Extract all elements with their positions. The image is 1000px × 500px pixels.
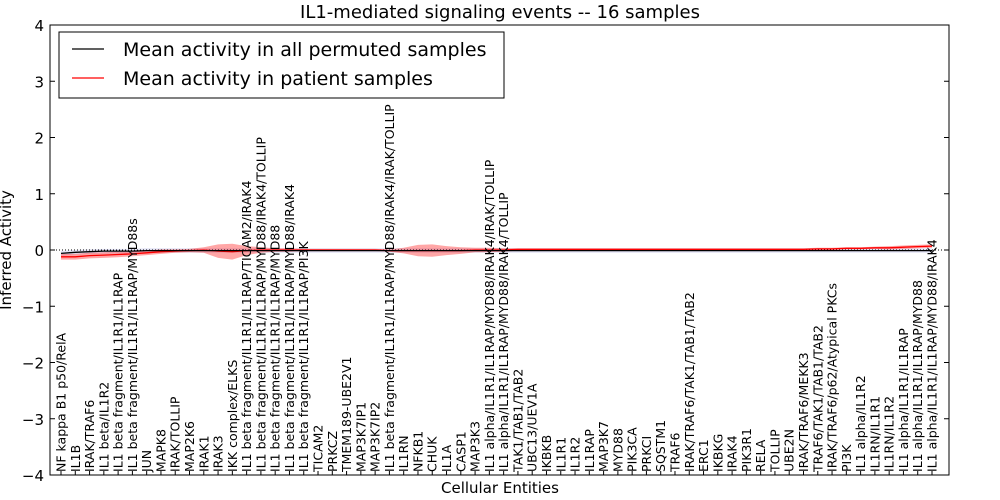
x-tick-label: IL1 beta fragment/IL1R1/IL1RAP/MYD88/IRA… xyxy=(382,104,397,472)
x-tick-label: IL1 alpha/IL1R1/IL1RAP/MYD88/IRAK4/IRAK/… xyxy=(482,159,497,472)
x-tick-label: IL1RN xyxy=(396,435,411,472)
x-tick-label: UBE2N xyxy=(782,429,797,472)
x-tick-label: IKBKB xyxy=(539,435,554,472)
x-tick-label: IKK complex/ELKS xyxy=(225,360,240,472)
x-tick-label: IL1 alpha/IL1R2 xyxy=(853,375,868,472)
x-tick-label: IRAK1 xyxy=(196,435,211,472)
x-tick-label: TRAF6 xyxy=(668,432,683,473)
legend-box xyxy=(58,31,505,99)
x-tick-label: IL1RN/IL1R1 xyxy=(867,396,882,472)
x-tick-label: PI3K xyxy=(839,444,854,472)
x-tick-label: RELA xyxy=(753,439,768,472)
x-tick-label: IKBKG xyxy=(710,434,725,472)
x-tick-labels: NF kappa B1 p50/RelA IL1B IRAK/TRAF6 IL1 be… xyxy=(54,104,940,475)
x-tick-label: IL1R2 xyxy=(568,437,583,472)
x-tick-label: MAP2K6 xyxy=(182,421,197,472)
x-tick-label: MAP3K7IP2 xyxy=(368,402,383,472)
patient-spread-band xyxy=(61,243,932,260)
x-tick-label: CASP1 xyxy=(453,431,468,472)
x-tick-label: IRAK/TRAF6/TAK1/TAB1/TAB2 xyxy=(682,292,697,472)
x-tick-label: PIK3R1 xyxy=(739,428,754,472)
x-tick-label: IL1B xyxy=(68,445,83,472)
x-tick-label: ERC1 xyxy=(696,439,711,472)
x-tick-label: IRAK/TRAF6 xyxy=(82,400,97,472)
x-tick-label: SQSTM1 xyxy=(653,420,668,472)
x-tick-label: IRAK/TOLLIP xyxy=(168,396,183,472)
y-tick-label: 0 xyxy=(34,242,44,260)
series-line-permuted xyxy=(60,249,932,255)
legend-label-permuted: Mean activity in all permuted samples xyxy=(123,39,486,61)
legend: Mean activity in all permuted samples Me… xyxy=(58,31,505,99)
x-tick-label: IL1 beta fragment/IL1R1/IL1RAP/MYD88 xyxy=(268,225,283,472)
y-axis-label: Inferred Activity xyxy=(0,190,15,310)
x-tick-label: IL1 beta fragment/IL1R1/IL1RAP/MYD88/IRA… xyxy=(253,137,268,472)
x-tick-label: MAP3K7IP1 xyxy=(353,402,368,472)
x-tick-label: IL1 alpha/IL1R1/IL1RAP/MYD88 xyxy=(910,280,925,472)
x-tick-label: PRKCI xyxy=(639,436,654,472)
x-tick-label: IL1 beta fragment/IL1R1/IL1RAP/PI3K xyxy=(296,240,311,471)
x-tick-label: IL1RAP xyxy=(582,429,597,472)
x-tick-label: JUN xyxy=(139,450,154,473)
x-tick-label: PIK3CA xyxy=(625,427,640,472)
x-tick-label: IL1R1 xyxy=(553,437,568,472)
x-tick-label: TICAM2 xyxy=(311,425,326,473)
x-tick-label: IL1 beta fragment/IL1R1/IL1RAP/MYD88/IRA… xyxy=(282,184,297,472)
y-tick-label: −4 xyxy=(22,467,44,485)
x-tick-label: IL1 beta/IL1R2 xyxy=(96,382,111,472)
y-tick-label: 4 xyxy=(34,17,44,35)
x-tick-label: IL1RN/IL1R2 xyxy=(882,396,897,472)
x-tick-label: MAP3K7 xyxy=(596,421,611,472)
y-axis: −4 −3 −2 −1 0 1 2 3 4 xyxy=(22,17,949,485)
x-tick-label: PRKCZ xyxy=(325,431,340,472)
y-tick-label: 3 xyxy=(34,73,44,91)
x-tick-label: MYD88 xyxy=(610,428,625,472)
y-tick-label: 1 xyxy=(34,186,44,204)
x-tick-label: IRAK3 xyxy=(211,435,226,472)
x-tick-label: TRAF6/TAK1/TAB1/TAB2 xyxy=(810,325,825,473)
x-tick-label: IL1 alpha/IL1R1/IL1RAP/MYD88/IRAK4 xyxy=(925,239,940,472)
y-tick-label: −1 xyxy=(22,298,44,316)
chart-title: IL1-mediated signaling events -- 16 samp… xyxy=(300,2,700,23)
x-tick-label: TOLLIP xyxy=(767,429,782,473)
plot-area xyxy=(50,243,949,260)
x-tick-label: IRAK/TRAF6/p62/Atypical PKCs xyxy=(825,283,840,472)
x-tick-label: NF kappa B1 p50/RelA xyxy=(54,332,69,472)
x-tick-label: IL1A xyxy=(439,444,454,472)
legend-label-patient: Mean activity in patient samples xyxy=(123,68,433,90)
x-tick-label: IRAK/TRAF6/MEKK3 xyxy=(796,352,811,472)
x-tick-label: MAP3K3 xyxy=(468,421,483,472)
x-tick-label: TAK1/TAB1/TAB2 xyxy=(510,369,525,473)
x-tick-label: NFKB1 xyxy=(411,431,426,472)
x-tick-label: IL1 beta fragment/IL1R1/IL1RAP/TICAM2/IR… xyxy=(239,181,254,472)
x-tick-label: UBC13/UEV1A xyxy=(525,383,540,472)
x-tick-label: IL1 alpha/IL1R1/IL1RAP/MYD88/IRAK4/TOLLI… xyxy=(496,192,511,472)
x-tick-label: IRAK4 xyxy=(725,435,740,472)
y-tick-label: −3 xyxy=(22,411,44,429)
y-tick-label: 2 xyxy=(34,130,44,148)
x-tick-label: IL1 beta fragment/IL1R1/IL1RAP/MYD88s xyxy=(125,218,140,472)
x-tick-label: MAPK8 xyxy=(154,429,169,472)
x-tick-label: IL1 beta fragment/IL1R1/IL1RAP xyxy=(111,272,126,472)
x-tick-label: TMEM189-UBE2V1 xyxy=(339,356,354,473)
x-tick-label: IL1 alpha/IL1R1/IL1RAP xyxy=(896,328,911,472)
x-axis-label: Cellular Entities xyxy=(441,479,559,497)
y-tick-label: −2 xyxy=(22,355,44,373)
x-tick-label: CHUK xyxy=(425,436,440,472)
